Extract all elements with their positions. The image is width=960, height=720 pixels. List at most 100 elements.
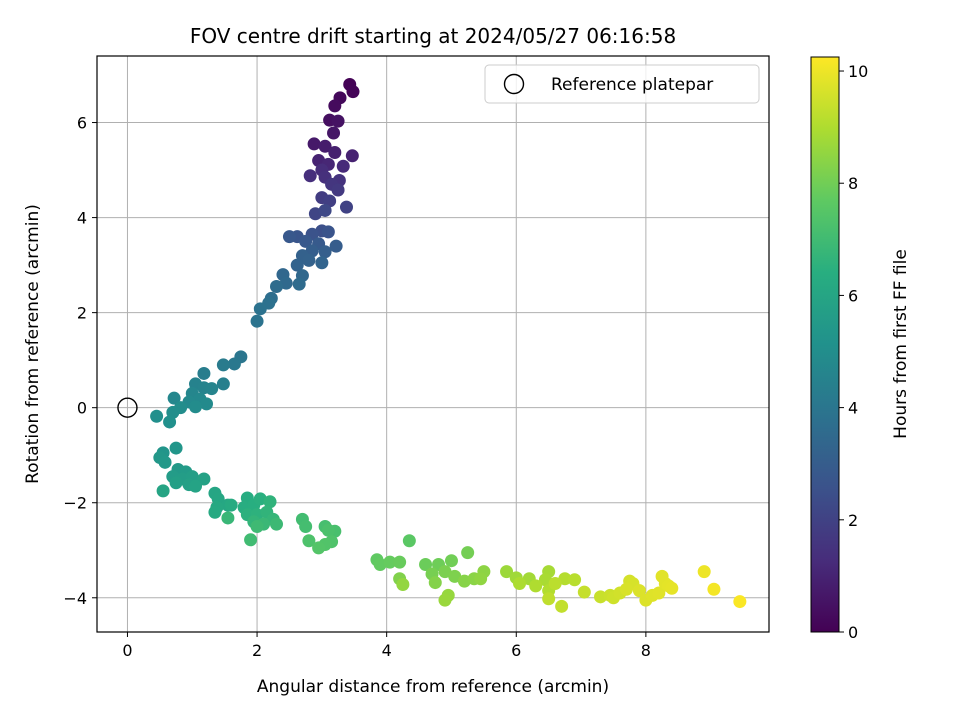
scatter-point: [169, 476, 183, 490]
scatter-point: [150, 409, 164, 423]
plot-frame: [96, 55, 770, 633]
x-tick-label: 8: [641, 641, 651, 660]
scatter-point: [321, 225, 335, 239]
chart-title: FOV centre drift starting at 2024/05/27 …: [190, 24, 676, 48]
y-tick-label: −2: [63, 494, 87, 513]
scatter-point: [315, 256, 329, 270]
scatter-point: [224, 498, 238, 512]
x-axis-label: Angular distance from reference (arcmin): [257, 677, 609, 697]
scatter-point: [336, 159, 350, 173]
scatter-point: [619, 582, 633, 596]
scatter-point: [197, 366, 211, 380]
scatter-point: [263, 495, 277, 509]
scatter-point: [303, 169, 317, 183]
scatter-point: [270, 279, 284, 293]
scatter-point: [707, 582, 721, 596]
scatter-point: [227, 357, 241, 371]
scatter-point: [438, 593, 452, 607]
scatter-point: [321, 523, 335, 537]
scatter-point: [327, 126, 341, 140]
scatter-point: [500, 565, 514, 579]
scatter-point: [312, 541, 326, 555]
scatter-point: [396, 577, 410, 591]
scatter-point: [339, 200, 353, 214]
scatter-points: [150, 78, 747, 613]
scatter-point: [302, 253, 316, 267]
scatter-point: [329, 239, 343, 253]
scatter-point: [444, 554, 458, 568]
colorbar: [810, 56, 840, 633]
scatter-point: [188, 479, 202, 493]
scatter-point: [253, 302, 267, 316]
legend: Reference platepar: [484, 64, 760, 104]
y-axis-ticks: −4 −2 0 2 4 6: [63, 114, 97, 608]
scatter-point: [318, 245, 332, 259]
y-tick-label: 4: [77, 209, 87, 228]
legend-box: [484, 64, 760, 104]
scatter-point: [318, 139, 332, 153]
x-tick-label: 2: [252, 641, 262, 660]
y-tick-label: 2: [77, 304, 87, 323]
scatter-point: [529, 579, 543, 593]
scatter-point: [665, 581, 679, 595]
scatter-point: [302, 534, 316, 548]
x-tick-label: 0: [122, 641, 132, 660]
scatter-point: [402, 534, 416, 548]
scatter-point: [270, 517, 284, 531]
scatter-point: [448, 569, 462, 583]
scatter-point: [474, 572, 488, 586]
colorbar-tick-label: 4: [848, 399, 858, 418]
x-tick-label: 6: [511, 641, 521, 660]
scatter-point: [577, 585, 591, 599]
scatter-point: [542, 592, 556, 606]
colorbar-tick-label: 6: [848, 286, 858, 305]
scatter-point: [652, 586, 666, 600]
scatter-point: [188, 400, 202, 414]
scatter-point: [594, 590, 608, 604]
scatter-point: [331, 114, 345, 128]
scatter-point: [632, 584, 646, 598]
scatter-point: [307, 137, 321, 151]
grid-lines: [97, 56, 769, 632]
x-tick-label: 4: [382, 641, 392, 660]
scatter-point: [299, 519, 313, 533]
scatter-point: [221, 511, 235, 525]
scatter-point: [328, 145, 342, 159]
y-axis-label: Rotation from reference (arcmin): [23, 204, 43, 484]
scatter-point: [290, 258, 304, 272]
y-tick-label: 0: [77, 399, 87, 418]
colorbar-label: Hours from first FF file: [891, 249, 911, 439]
scatter-point: [419, 558, 433, 572]
scatter-point: [282, 230, 296, 244]
scatter-point: [345, 149, 359, 163]
scatter-point: [318, 203, 332, 217]
y-tick-label: −4: [63, 589, 87, 608]
scatter-point: [438, 565, 452, 579]
colorbar-tick-label: 2: [848, 511, 858, 530]
scatter-point: [205, 382, 219, 396]
scatter-point: [555, 599, 569, 613]
scatter-point: [250, 314, 264, 328]
reference-marker-layer: [117, 397, 138, 418]
scatter-point: [697, 565, 711, 579]
scatter-point: [513, 577, 527, 591]
scatter-point: [250, 519, 264, 533]
colorbar-ticks: 0 2 4 6 8 10: [839, 62, 868, 642]
legend-entry-reference: Reference platepar: [551, 75, 713, 95]
y-tick-label: 6: [77, 114, 87, 133]
scatter-point: [299, 234, 313, 248]
scatter-point: [457, 574, 471, 588]
colorbar-tick-label: 8: [848, 174, 858, 193]
scatter-point: [216, 358, 230, 372]
scatter-point: [163, 415, 177, 429]
scatter-point: [558, 572, 572, 586]
scatter-point: [428, 576, 442, 590]
scatter-point: [244, 533, 258, 547]
scatter-point: [346, 85, 360, 99]
reference-marker: [117, 397, 138, 418]
scatter-point: [156, 484, 170, 498]
scatter-point: [167, 391, 181, 405]
scatter-point: [216, 377, 230, 391]
colorbar-tick-label: 10: [848, 62, 868, 81]
